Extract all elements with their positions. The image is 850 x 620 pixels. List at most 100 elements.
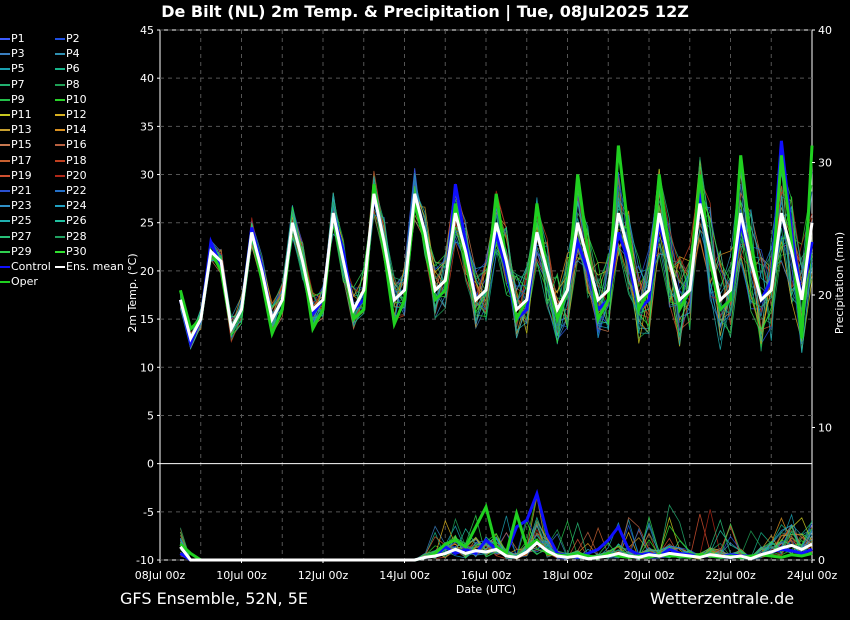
y2-tick-label: 20	[818, 289, 832, 302]
legend-swatch	[0, 235, 10, 238]
legend-label: P29	[11, 244, 32, 258]
legend-item: P28	[55, 230, 87, 243]
legend-swatch	[0, 38, 10, 40]
legend-label: P27	[11, 229, 32, 243]
legend-swatch	[0, 68, 10, 71]
legend-swatch	[0, 114, 10, 116]
legend-label: P12	[66, 108, 87, 121]
legend-item: P1	[0, 32, 25, 45]
legend-label: Ens. mean	[66, 260, 124, 273]
y-tick-label: 0	[147, 458, 154, 471]
legend-label: P4	[66, 47, 80, 61]
y-axis-label: 2m Temp. (°C)	[126, 253, 139, 332]
x-tick-label: 16Jul 00z	[461, 569, 512, 582]
ens-mean-precip-line	[179, 540, 813, 562]
y-tick-label: 40	[140, 72, 154, 85]
legend-swatch	[55, 53, 65, 56]
y-tick-label: 35	[140, 120, 154, 133]
legend-swatch	[0, 129, 10, 132]
legend-swatch	[55, 129, 65, 132]
series-lines	[178, 140, 814, 562]
legend-item: P25	[0, 214, 32, 227]
legend-item: Oper	[0, 275, 38, 288]
legend-label: P13	[11, 123, 32, 137]
legend-swatch	[55, 220, 65, 223]
y-tick-label: 15	[140, 313, 154, 326]
x-tick-label: 14Jul 00z	[379, 569, 430, 582]
legend-swatch	[0, 159, 10, 162]
y-tick-label: 25	[140, 217, 154, 230]
legend-label: P7	[11, 77, 25, 91]
legend-label: P10	[66, 92, 87, 106]
legend-item: P27	[0, 230, 32, 243]
legend-item: P23	[0, 199, 32, 212]
legend-swatch	[55, 205, 65, 208]
legend-item: P17	[0, 154, 32, 167]
chart-title: De Bilt (NL) 2m Temp. & Precipitation | …	[161, 2, 689, 21]
legend-swatch	[55, 174, 65, 177]
legend-swatch	[0, 250, 10, 253]
legend-label: P9	[11, 92, 25, 106]
legend-item: P12	[55, 108, 87, 121]
y2-tick-label: 40	[818, 24, 832, 37]
legend-item: P4	[55, 47, 80, 60]
legend-swatch	[55, 38, 65, 40]
legend-label: P22	[66, 184, 87, 197]
legend-label: P1	[11, 32, 25, 45]
legend-item: P9	[0, 93, 25, 106]
site-credit: Wetterzentrale.de	[650, 589, 795, 608]
legend-item: P18	[55, 154, 87, 167]
x-tick-label: 22Jul 00z	[705, 569, 756, 582]
x-tick-label: 12Jul 00z	[298, 569, 349, 582]
legend-label: Oper	[11, 275, 38, 289]
legend-swatch	[0, 53, 10, 56]
legend-label: P6	[66, 62, 80, 76]
legend-label: P30	[66, 244, 87, 258]
legend-label: Control	[11, 260, 51, 273]
legend-label: P14	[66, 123, 87, 137]
legend-swatch	[55, 114, 65, 116]
legend-item: P7	[0, 78, 25, 91]
legend-label: P11	[11, 108, 32, 121]
y-tick-label: 30	[140, 169, 154, 182]
x-tick-label: 18Jul 00z	[542, 569, 593, 582]
legend-swatch	[0, 144, 10, 147]
legend-swatch	[0, 266, 10, 268]
legend-label: P23	[11, 199, 32, 213]
x-tick-label: 24Jul 00z	[787, 569, 838, 582]
legend-item: P2	[55, 32, 80, 45]
x-tick-label: 08Jul 00z	[135, 569, 186, 582]
y2-tick-label: 10	[818, 422, 832, 435]
x-tick-label: 20Jul 00z	[624, 569, 675, 582]
legend-swatch	[0, 220, 10, 223]
legend-label: P26	[66, 214, 87, 228]
legend-swatch	[55, 266, 65, 268]
legend-swatch	[55, 235, 65, 238]
legend-label: P3	[11, 47, 25, 61]
legend-item: P14	[55, 123, 87, 136]
ens-mean-temp-line	[178, 193, 814, 343]
legend-label: P16	[66, 138, 87, 152]
legend-item: P10	[55, 93, 87, 106]
x-tick-label: 10Jul 00z	[216, 569, 267, 582]
legend-label: P18	[66, 153, 87, 167]
legend-label: P25	[11, 214, 32, 228]
legend-item: P11	[0, 108, 32, 121]
legend-item: P5	[0, 62, 25, 75]
legend-label: P5	[11, 62, 25, 76]
legend-label: P21	[11, 184, 32, 197]
legend-label: P17	[11, 153, 32, 167]
y2-tick-label: 30	[818, 157, 832, 170]
legend-item: Control	[0, 260, 51, 273]
axes: -10 -5 0 5 10 15 20 25 30 35 40 45 0 10 20 30 40 08Jul 00…	[135, 24, 838, 582]
legend-swatch	[55, 68, 65, 71]
legend-swatch	[55, 159, 65, 162]
legend-swatch	[0, 190, 10, 192]
legend-item: Ens. mean	[55, 260, 124, 273]
legend-swatch	[55, 144, 65, 147]
legend-label: P28	[66, 229, 87, 243]
legend-swatch	[0, 98, 10, 101]
legend-swatch	[55, 83, 65, 86]
x-axis-label: Date (UTC)	[456, 583, 516, 596]
